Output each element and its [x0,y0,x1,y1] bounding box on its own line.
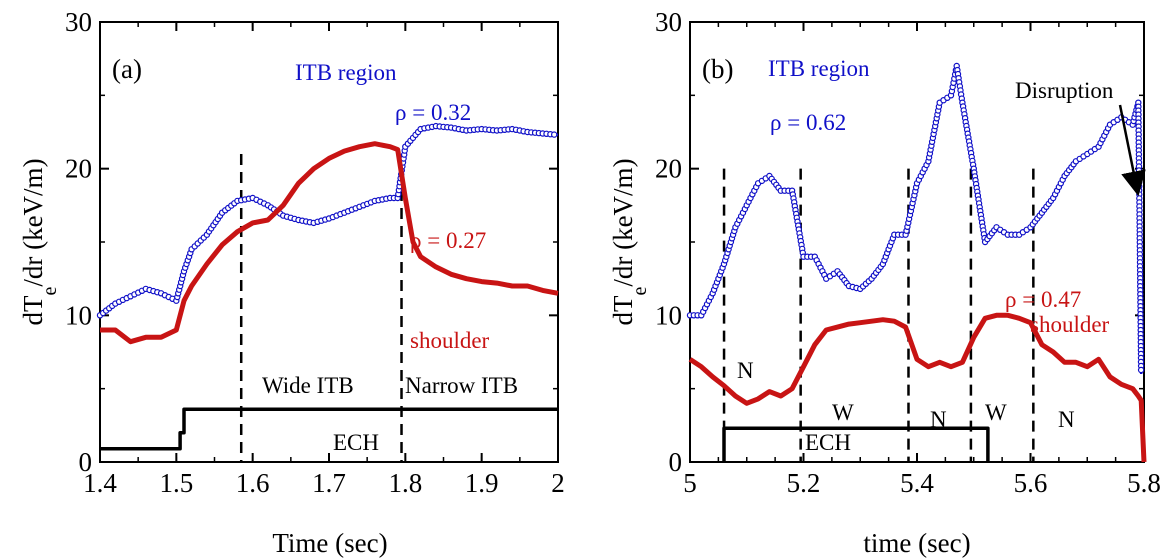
y-axis-label-tail-b: /dr (keV/m) [608,158,638,286]
series-line--0-47 [688,312,1147,463]
rho-062-label: ρ = 0.62 [770,110,846,135]
x-tick-label: 1.5 [159,468,193,498]
x-tick-label: 5.4 [900,468,934,498]
rho-027-label: ρ = 0.27 [410,228,486,253]
x-tick-label: 1.8 [388,468,422,498]
itb-region-label-a: ITB region [295,60,397,85]
x-tick-label: 5.2 [787,468,821,498]
y-tick-label: 30 [65,7,92,37]
x-axis-label-a: Time (sec) [272,528,387,558]
y-tick-label: 20 [65,154,92,184]
x-tick-label: 5.8 [1127,468,1161,498]
wide-itb-label: Wide ITB [262,373,354,398]
series-line--0-27 [100,141,559,345]
y-axis-label-a: dTe/dr (keV/m) [18,158,61,325]
panel-label-b: (b) [702,54,733,84]
series-b [686,62,1147,463]
phase-label-n2: N [930,407,947,432]
y-axis-label-b: dTe/dr (keV/m) [608,158,651,325]
x-tick-label: 1.6 [236,468,270,498]
series-line-ech [100,407,558,451]
y-axis-label-tail-a: /dr (keV/m) [18,158,48,286]
series-marker [1137,366,1145,374]
shoulder-label-a: shoulder [410,328,490,353]
shoulder-label-b: shoulder [1030,312,1110,337]
rho-032-label: ρ = 0.32 [395,100,471,125]
series-marker [551,131,558,138]
ticks-b: 5 5.2 5.4 5.6 5.8 0 10 20 30 [655,7,1161,498]
y-tick-label: 0 [669,447,683,477]
panel-label-a: (a) [112,54,142,84]
phase-label-n1: N [737,358,754,383]
disruption-label: Disruption [1015,78,1114,103]
series-line-ech [722,426,990,462]
x-tick-label: 1.9 [465,468,499,498]
ech-label-a: ECH [333,430,379,455]
y-tick-label: 0 [79,447,93,477]
narrow-itb-label: Narrow ITB [405,373,518,398]
phase-label-w2: W [985,400,1007,425]
x-tick-label: 1.7 [312,468,346,498]
x-tick-label: 5 [683,468,697,498]
y-tick-label: 10 [65,300,92,330]
x-tick-label: 5.6 [1014,468,1048,498]
x-tick-label: 2 [551,468,565,498]
rho-047-label: ρ = 0.47 [1005,287,1081,312]
x-tick-label: 1.4 [83,468,117,498]
y-tick-label: 20 [655,154,682,184]
series-a [96,122,559,451]
phase-label-n3: N [1058,407,1075,432]
panel-b: 5 5.2 5.4 5.6 5.8 0 10 20 30 (b) ITB region ρ = … [608,7,1161,558]
y-tick-label: 30 [655,7,682,37]
y-axis-label-main-b: dT [608,295,638,326]
y-axis-label-sub-b: e [629,287,651,296]
ech-label-b: ECH [805,430,851,455]
y-axis-label-main-a: dT [18,295,48,326]
phase-label-w1: W [832,400,854,425]
y-tick-label: 10 [655,300,682,330]
vlines-b [722,168,1035,462]
disruption-arrow [1118,104,1146,197]
y-axis-label-sub-a: e [39,287,61,296]
x-axis-label-b: time (sec) [863,528,970,558]
itb-region-label-b: ITB region [768,56,870,81]
